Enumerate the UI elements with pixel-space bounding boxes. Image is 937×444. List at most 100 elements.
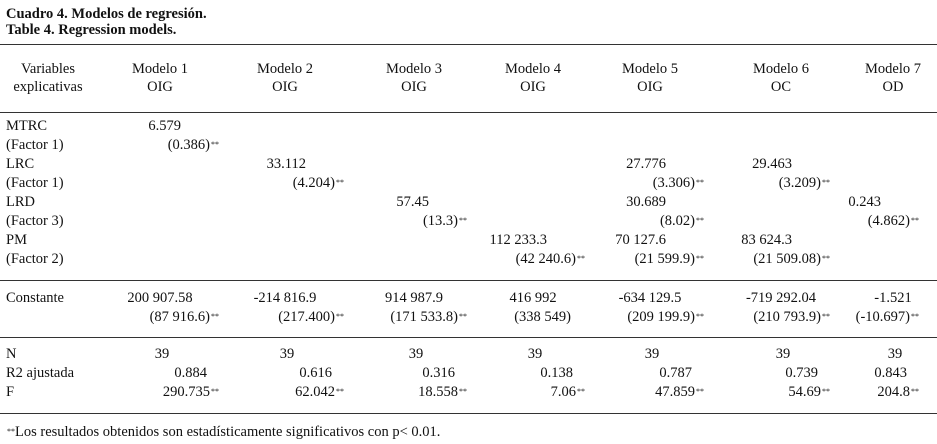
row-label-variable-value: MTRC — [6, 118, 48, 134]
header-model-dep-value: OIG — [401, 79, 427, 95]
significance-mark: ** — [696, 254, 704, 263]
cell-r2-value: 0.843 — [874, 365, 907, 381]
caption-en: Table 4. Regression models. — [6, 22, 177, 38]
cell-n: 39 — [776, 346, 791, 363]
cell-standard-error-value: (4.204) — [292, 175, 335, 191]
cell-constant-se-value: (338 549) — [514, 309, 571, 325]
cell-standard-error: (0.386)** — [168, 137, 219, 154]
header-model-name-value: Modelo 7 — [865, 61, 921, 77]
row-label-f-value: F — [6, 384, 15, 400]
cell-constant-coefficient: -634 129.5 — [619, 290, 682, 307]
cell-coefficient-value: 112 233.3 — [489, 232, 547, 248]
cell-r2: 0.316 — [422, 365, 455, 382]
significance-mark: ** — [211, 312, 219, 321]
cell-n-value: 39 — [154, 346, 170, 362]
cell-constant-coefficient-value: -634 129.5 — [618, 290, 682, 306]
cell-coefficient-value: 30.689 — [626, 194, 666, 210]
row-label-factor: (Factor 2) — [6, 251, 64, 268]
cell-standard-error-value: (21 509.08) — [753, 251, 821, 267]
significance-mark: ** — [577, 254, 585, 263]
cell-f-value: 62.042 — [295, 384, 335, 400]
significance-mark: ** — [911, 216, 919, 225]
cell-r2: 0.138 — [540, 365, 573, 382]
cell-coefficient: 30.689 — [626, 194, 666, 211]
significance-mark: ** — [459, 312, 467, 321]
cell-coefficient-value: 6.579 — [148, 118, 181, 134]
significance-mark: ** — [822, 178, 830, 187]
row-label-r2-value: R2 ajustada — [6, 365, 75, 381]
significance-mark: ** — [336, 387, 344, 396]
header-model-name: Modelo 4 — [505, 61, 561, 78]
cell-r2: 0.843 — [874, 365, 907, 382]
cell-f: 18.558** — [418, 384, 467, 401]
cell-n-value: 39 — [887, 346, 903, 362]
cell-coefficient: 70 127.6 — [615, 232, 666, 249]
row-label-factor: (Factor 1) — [6, 175, 64, 192]
cell-standard-error-value: (8.02) — [659, 213, 695, 229]
header-model-name-value: Modelo 5 — [622, 61, 678, 77]
cell-standard-error: (8.02)** — [660, 213, 704, 230]
caption-es: Cuadro 4. Modelos de regresión. — [6, 6, 207, 22]
cell-f: 290.735** — [163, 384, 219, 401]
significance-mark: ** — [211, 387, 219, 396]
cell-n-value: 39 — [644, 346, 660, 362]
header-model-dep-value: OC — [770, 79, 792, 95]
row-label-factor-value: (Factor 3) — [6, 213, 64, 229]
significance-mark: ** — [911, 312, 919, 321]
cell-f-value: 54.69 — [788, 384, 821, 400]
header-model-name: Modelo 5 — [622, 61, 678, 78]
row-label-factor: (Factor 3) — [6, 213, 64, 230]
header-model-dep: OIG — [401, 79, 427, 96]
header-model-name-value: Modelo 6 — [753, 61, 809, 77]
cell-standard-error: (4.204)** — [293, 175, 344, 192]
significance-mark: ** — [211, 140, 219, 149]
cell-r2-value: 0.616 — [299, 365, 332, 381]
cell-constant-se-value: (-10.697) — [855, 309, 910, 325]
cell-constant-coefficient: 200 907.58 — [127, 290, 192, 307]
footnote-mark: ** — [7, 427, 15, 436]
row-label-variable: PM — [6, 232, 27, 249]
row-label-f: F — [6, 384, 14, 401]
cell-standard-error-value: (42 240.6) — [515, 251, 576, 267]
cell-r2-value: 0.787 — [659, 365, 692, 381]
cell-constant-coefficient-value: -719 292.04 — [745, 290, 817, 306]
cell-standard-error: (13.3)** — [423, 213, 467, 230]
cell-n: 39 — [528, 346, 543, 363]
row-label-constant-value: Constante — [6, 290, 64, 306]
cell-coefficient-value: 27.776 — [626, 156, 666, 172]
header-model-name-value: Modelo 2 — [257, 61, 313, 77]
cell-constant-coefficient: 914 987.9 — [385, 290, 443, 307]
cell-standard-error: (21 509.08)** — [753, 251, 830, 268]
row-label-factor-value: (Factor 1) — [6, 137, 64, 153]
cell-constant-se-value: (217.400) — [278, 309, 335, 325]
cell-constant-se-value: (210 793.9) — [753, 309, 821, 325]
significance-mark: ** — [577, 387, 585, 396]
cell-constant-se-value: (87 916.6) — [149, 309, 210, 325]
cell-f: 54.69** — [788, 384, 830, 401]
header-model-dep-value: OIG — [272, 79, 298, 95]
cell-coefficient: 33.112 — [267, 156, 306, 173]
cell-f: 204.8** — [877, 384, 919, 401]
header-model-name: Modelo 2 — [257, 61, 313, 78]
significance-mark: ** — [459, 387, 467, 396]
cell-standard-error-value: (3.209) — [778, 175, 821, 191]
row-label-variable: MTRC — [6, 118, 47, 135]
cell-f: 7.06** — [551, 384, 585, 401]
significance-mark: ** — [696, 387, 704, 396]
header-model-dep: OIG — [147, 79, 173, 96]
cell-coefficient-value: 33.112 — [266, 156, 306, 172]
cell-coefficient: 0.243 — [848, 194, 881, 211]
cell-standard-error: (42 240.6)** — [516, 251, 585, 268]
row-label-variable-value: LRD — [6, 194, 35, 210]
cell-coefficient: 29.463 — [752, 156, 792, 173]
header-model-name-value: Modelo 1 — [132, 61, 188, 77]
row-label-factor-value: (Factor 1) — [6, 175, 64, 191]
significance-mark: ** — [822, 254, 830, 263]
header-model-dep: OC — [771, 79, 791, 96]
cell-r2-value: 0.739 — [785, 365, 818, 381]
cell-standard-error: (21 599.9)** — [635, 251, 704, 268]
cell-standard-error-value: (3.306) — [652, 175, 695, 191]
footnote: **Los resultados obtenidos son estadísti… — [6, 424, 440, 441]
significance-mark: ** — [336, 178, 344, 187]
cell-constant-se: (209 199.9)** — [627, 309, 704, 326]
